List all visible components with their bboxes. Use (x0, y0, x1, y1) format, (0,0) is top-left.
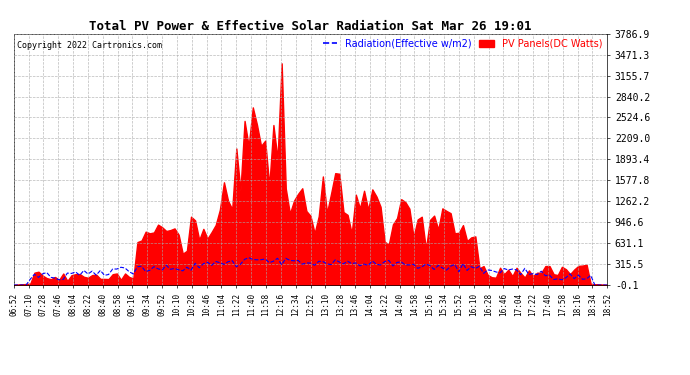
Text: Copyright 2022 Cartronics.com: Copyright 2022 Cartronics.com (17, 41, 161, 50)
Legend: Radiation(Effective w/m2), PV Panels(DC Watts): Radiation(Effective w/m2), PV Panels(DC … (323, 39, 602, 49)
Title: Total PV Power & Effective Solar Radiation Sat Mar 26 19:01: Total PV Power & Effective Solar Radiati… (89, 20, 532, 33)
